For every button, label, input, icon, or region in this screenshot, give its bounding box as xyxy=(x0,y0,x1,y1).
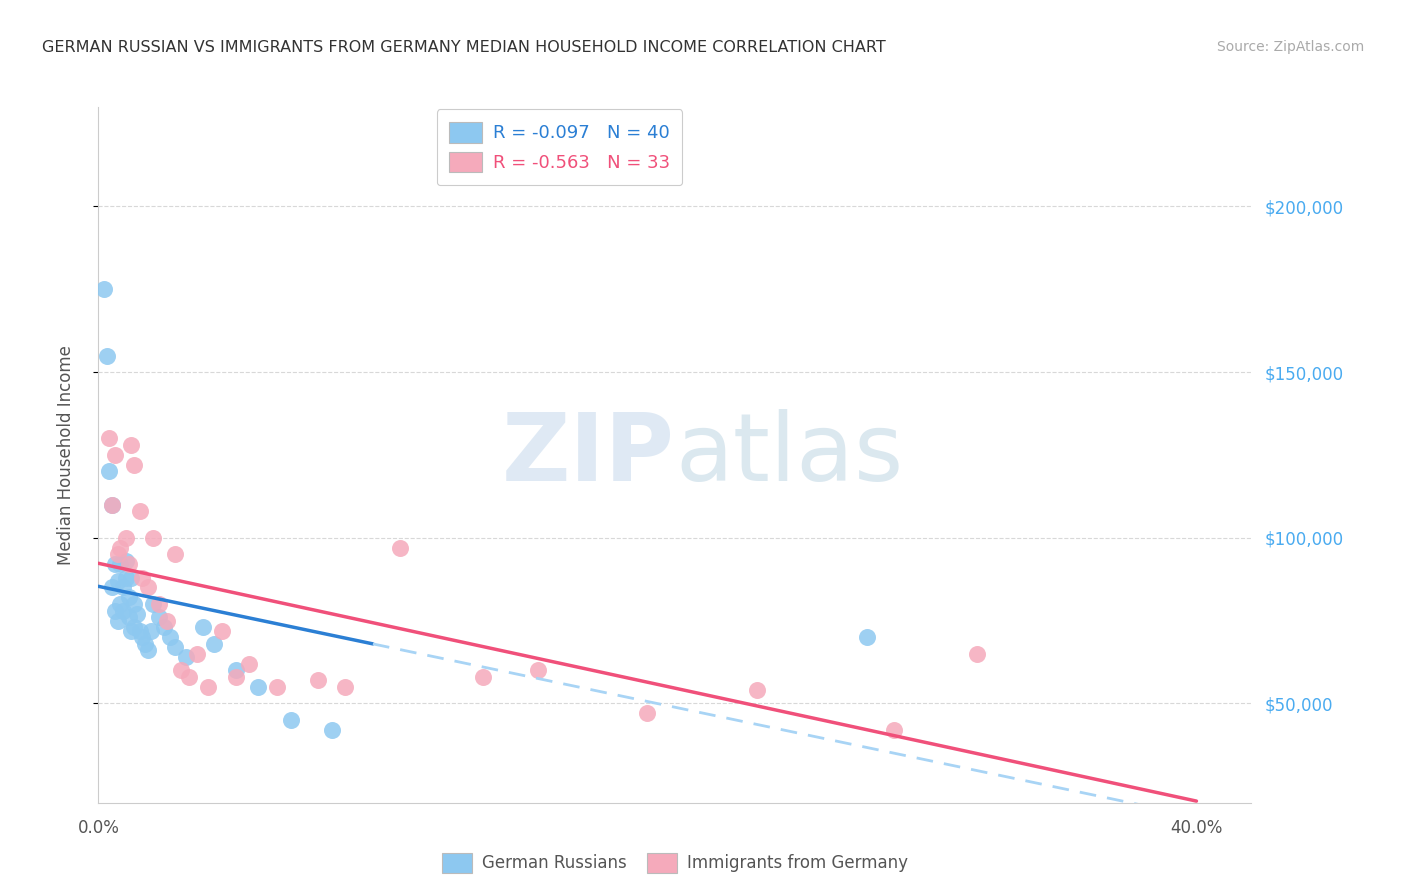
Point xyxy=(225,670,247,684)
Point xyxy=(197,680,219,694)
Point xyxy=(117,591,139,605)
Point xyxy=(128,624,150,638)
Point xyxy=(101,498,124,512)
Point xyxy=(170,663,193,677)
Point xyxy=(98,465,121,479)
Point xyxy=(120,624,142,638)
Point xyxy=(134,637,156,651)
Point xyxy=(238,657,260,671)
Point xyxy=(202,637,225,651)
Point xyxy=(101,498,124,512)
Point xyxy=(110,541,132,555)
Point xyxy=(321,723,343,737)
Point xyxy=(131,570,153,584)
Point xyxy=(471,670,494,684)
Point xyxy=(112,581,135,595)
Point xyxy=(747,683,769,698)
Point xyxy=(115,531,138,545)
Point xyxy=(107,574,129,588)
Point xyxy=(335,680,357,694)
Point xyxy=(120,570,142,584)
Point xyxy=(96,349,118,363)
Legend: German Russians, Immigrants from Germany: German Russians, Immigrants from Germany xyxy=(436,847,914,880)
Point xyxy=(177,670,200,684)
Point xyxy=(142,597,165,611)
Point xyxy=(117,558,139,572)
Legend: R = -0.097   N = 40, R = -0.563   N = 33: R = -0.097 N = 40, R = -0.563 N = 33 xyxy=(437,109,682,186)
Point xyxy=(120,438,142,452)
Point xyxy=(883,723,905,737)
Point xyxy=(165,547,187,561)
Point xyxy=(148,597,170,611)
Point xyxy=(966,647,988,661)
Text: ZIP: ZIP xyxy=(502,409,675,501)
Point xyxy=(191,620,214,634)
Point xyxy=(115,554,138,568)
Point xyxy=(136,643,159,657)
Point xyxy=(125,607,148,621)
Point xyxy=(156,614,179,628)
Point xyxy=(136,581,159,595)
Point xyxy=(856,630,879,644)
Point xyxy=(148,610,170,624)
Point xyxy=(93,282,115,296)
Point xyxy=(110,558,132,572)
Point xyxy=(128,504,150,518)
Point xyxy=(186,647,208,661)
Point xyxy=(389,541,412,555)
Text: Source: ZipAtlas.com: Source: ZipAtlas.com xyxy=(1216,40,1364,54)
Point xyxy=(165,640,187,654)
Point xyxy=(115,570,138,584)
Text: GERMAN RUSSIAN VS IMMIGRANTS FROM GERMANY MEDIAN HOUSEHOLD INCOME CORRELATION CH: GERMAN RUSSIAN VS IMMIGRANTS FROM GERMAN… xyxy=(42,40,886,55)
Point xyxy=(225,663,247,677)
Point xyxy=(107,547,129,561)
Point xyxy=(122,458,145,472)
Point xyxy=(122,597,145,611)
Point xyxy=(211,624,233,638)
Point xyxy=(117,610,139,624)
Point xyxy=(636,706,658,721)
Point xyxy=(280,713,302,727)
Point xyxy=(266,680,288,694)
Y-axis label: Median Household Income: Median Household Income xyxy=(56,345,75,565)
Point xyxy=(98,431,121,445)
Point xyxy=(107,614,129,628)
Point xyxy=(174,650,197,665)
Point xyxy=(112,604,135,618)
Point xyxy=(246,680,269,694)
Point xyxy=(110,597,132,611)
Point xyxy=(307,673,329,688)
Text: atlas: atlas xyxy=(675,409,903,501)
Point xyxy=(104,558,127,572)
Point xyxy=(159,630,181,644)
Point xyxy=(142,531,165,545)
Point xyxy=(101,581,124,595)
Point xyxy=(104,604,127,618)
Point xyxy=(139,624,162,638)
Point xyxy=(526,663,548,677)
Point xyxy=(104,448,127,462)
Point xyxy=(131,630,153,644)
Point xyxy=(122,620,145,634)
Point xyxy=(153,620,176,634)
